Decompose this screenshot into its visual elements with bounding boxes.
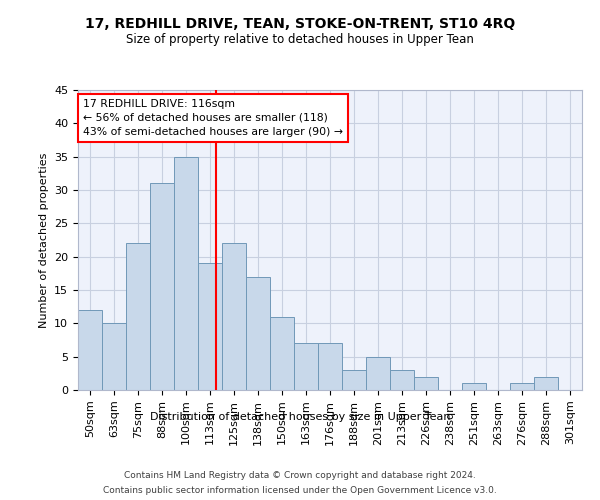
Text: 17 REDHILL DRIVE: 116sqm
← 56% of detached houses are smaller (118)
43% of semi-: 17 REDHILL DRIVE: 116sqm ← 56% of detach… (83, 99, 343, 137)
Bar (342, 370, 366, 390)
Bar (246, 276, 270, 390)
Y-axis label: Number of detached properties: Number of detached properties (38, 152, 49, 328)
Bar (126, 244, 150, 390)
Text: Size of property relative to detached houses in Upper Tean: Size of property relative to detached ho… (126, 32, 474, 46)
Bar (390, 370, 414, 390)
Text: 17, REDHILL DRIVE, TEAN, STOKE-ON-TRENT, ST10 4RQ: 17, REDHILL DRIVE, TEAN, STOKE-ON-TRENT,… (85, 18, 515, 32)
Bar (102, 324, 126, 390)
Bar (150, 184, 174, 390)
Bar (510, 384, 534, 390)
Bar (198, 264, 222, 390)
Bar (294, 344, 318, 390)
Text: Contains public sector information licensed under the Open Government Licence v3: Contains public sector information licen… (103, 486, 497, 495)
Bar (414, 376, 438, 390)
Bar (366, 356, 390, 390)
Bar (222, 244, 246, 390)
Bar (462, 384, 486, 390)
Bar (78, 310, 102, 390)
Bar (534, 376, 558, 390)
Text: Distribution of detached houses by size in Upper Tean: Distribution of detached houses by size … (150, 412, 450, 422)
Text: Contains HM Land Registry data © Crown copyright and database right 2024.: Contains HM Land Registry data © Crown c… (124, 471, 476, 480)
Bar (318, 344, 342, 390)
Bar (174, 156, 198, 390)
Bar (270, 316, 294, 390)
